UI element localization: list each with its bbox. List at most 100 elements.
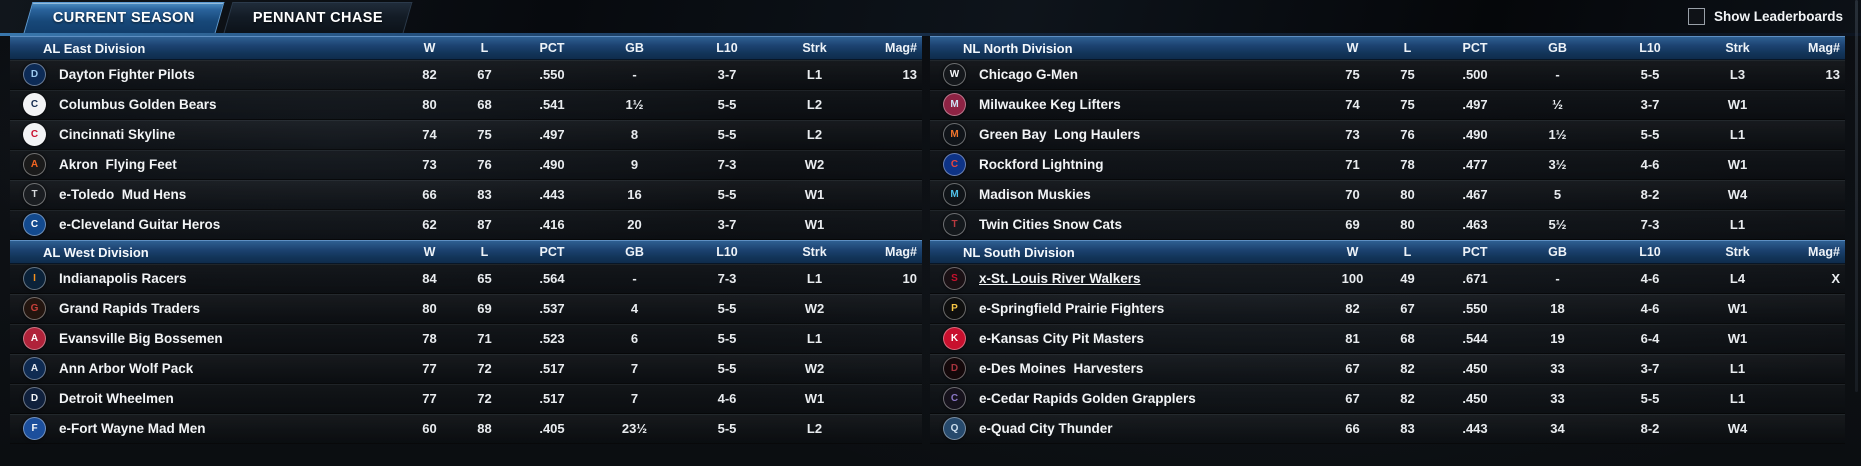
team-l: 75 xyxy=(477,127,492,142)
tabbar-accent-strip xyxy=(0,33,1861,36)
team-strk: L2 xyxy=(806,97,823,112)
team-row[interactable]: T Twin Cities Snow Cats 69 80 .463 5½ 7-3 L1 xyxy=(930,210,1845,240)
column-header-w: W xyxy=(423,41,436,55)
team-strk: L1 xyxy=(1729,217,1746,232)
team-row[interactable]: M Madison Muskies 70 80 .467 5 8-2 W4 xyxy=(930,180,1845,210)
team-l: 71 xyxy=(477,331,492,346)
team-gb: 4 xyxy=(630,301,639,316)
scrollbar[interactable] xyxy=(1855,0,1858,392)
team-strk: L1 xyxy=(1729,127,1746,142)
team-pct: .477 xyxy=(1462,157,1488,172)
team-name: Columbus Golden Bears xyxy=(59,97,217,112)
team-l: 67 xyxy=(477,67,492,82)
team-l10: 4-6 xyxy=(1640,271,1660,286)
team-row[interactable]: W Chicago G-Men 75 75 .500 - 5-5 L3 13 xyxy=(930,60,1845,90)
team-row[interactable]: A Ann Arbor Wolf Pack 77 72 .517 7 5-5 W2 xyxy=(10,354,922,384)
team-pct: .450 xyxy=(1462,391,1488,406)
column-header-l10: L10 xyxy=(716,41,738,55)
team-strk: L1 xyxy=(806,67,823,82)
team-gb: 1½ xyxy=(1548,127,1567,142)
team-logo-icon: K xyxy=(943,327,966,350)
team-l: 83 xyxy=(477,187,492,202)
team-strk: W2 xyxy=(804,301,825,316)
column-header-gb: GB xyxy=(625,245,644,259)
division-header: NL South Division W L PCT GB L10 Strk Mag# xyxy=(930,240,1845,264)
team-w: 67 xyxy=(1345,361,1360,376)
column-header-gb: GB xyxy=(625,41,644,55)
team-row[interactable]: A Evansville Big Bossemen 78 71 .523 6 5-5 L1 xyxy=(10,324,922,354)
team-name-cell: M Green Bay Long Haulers xyxy=(930,123,1325,146)
team-w: 78 xyxy=(422,331,437,346)
team-l10: 3-7 xyxy=(1640,97,1660,112)
team-w: 82 xyxy=(422,67,437,82)
team-l: 76 xyxy=(477,157,492,172)
team-row[interactable]: I Indianapolis Racers 84 65 .564 - 7-3 L1 10 xyxy=(10,264,922,294)
team-w: 100 xyxy=(1341,271,1364,286)
team-row[interactable]: C Columbus Golden Bears 80 68 .541 1½ 5-5 L2 xyxy=(10,90,922,120)
team-strk: W1 xyxy=(1727,301,1748,316)
team-l10: 5-5 xyxy=(717,331,737,346)
column-header-l: L xyxy=(1403,41,1412,55)
team-strk: L2 xyxy=(806,127,823,142)
show-leaderboards-toggle[interactable]: Show Leaderboards xyxy=(1687,0,1843,33)
team-strk: L3 xyxy=(1729,67,1746,82)
team-strk: L2 xyxy=(806,421,823,436)
team-row[interactable]: D Detroit Wheelmen 77 72 .517 7 4-6 W1 xyxy=(10,384,922,414)
team-name: Rockford Lightning xyxy=(979,157,1104,172)
team-logo-icon: I xyxy=(23,267,46,290)
team-name-cell: A Evansville Big Bossemen xyxy=(10,327,402,350)
team-logo-icon: D xyxy=(23,63,46,86)
team-w: 66 xyxy=(1345,421,1360,436)
team-l10: 5-5 xyxy=(1640,391,1660,406)
team-strk: W2 xyxy=(804,361,825,376)
team-row[interactable]: C Cincinnati Skyline 74 75 .497 8 5-5 L2 xyxy=(10,120,922,150)
team-w: 77 xyxy=(422,391,437,406)
tab-current-season[interactable]: CURRENT SEASON xyxy=(23,2,225,33)
team-row[interactable]: M Green Bay Long Haulers 73 76 .490 1½ 5-5 L1 xyxy=(930,120,1845,150)
team-logo-icon: M xyxy=(943,93,966,116)
column-header-strk: Strk xyxy=(802,41,827,55)
team-name-cell: A Ann Arbor Wolf Pack xyxy=(10,357,402,380)
team-l10: 4-6 xyxy=(1640,301,1660,316)
team-name: Akron Flying Feet xyxy=(59,157,177,172)
team-logo-icon: G xyxy=(23,297,46,320)
team-l10: 5-5 xyxy=(717,97,737,112)
team-row[interactable]: C Rockford Lightning 71 78 .477 3½ 4-6 W1 xyxy=(930,150,1845,180)
team-gb: 5½ xyxy=(1548,217,1567,232)
team-name: Dayton Fighter Pilots xyxy=(59,67,195,82)
team-w: 82 xyxy=(1345,301,1360,316)
column-header-l: L xyxy=(480,41,489,55)
column-header-strk: Strk xyxy=(1725,41,1750,55)
team-l: 75 xyxy=(1400,67,1415,82)
team-l: 68 xyxy=(1400,331,1415,346)
team-row[interactable]: A Akron Flying Feet 73 76 .490 9 7-3 W2 xyxy=(10,150,922,180)
division-header: NL North Division W L PCT GB L10 Strk Mag# xyxy=(930,36,1845,60)
tab-pennant-chase[interactable]: PENNANT CHASE xyxy=(223,2,413,33)
team-logo-icon: C xyxy=(23,213,46,236)
team-row[interactable]: M Milwaukee Keg Lifters 74 75 .497 ½ 3-7 W1 xyxy=(930,90,1845,120)
column-header-pct: PCT xyxy=(539,245,565,259)
team-row[interactable]: G Grand Rapids Traders 80 69 .537 4 5-5 W2 xyxy=(10,294,922,324)
team-l10: 3-7 xyxy=(717,217,737,232)
tab-bar: CURRENT SEASON PENNANT CHASE Show Leaderb… xyxy=(0,0,1861,33)
column-header-l10: L10 xyxy=(1639,41,1661,55)
team-w: 81 xyxy=(1345,331,1360,346)
team-l10: 3-7 xyxy=(1640,361,1660,376)
team-l10: 5-5 xyxy=(717,421,737,436)
show-leaderboards-checkbox[interactable] xyxy=(1687,8,1705,25)
team-gb: 16 xyxy=(627,187,642,202)
team-w: 74 xyxy=(1345,97,1360,112)
team-row[interactable]: D Dayton Fighter Pilots 82 67 .550 - 3-7 L1 13 xyxy=(10,60,922,90)
